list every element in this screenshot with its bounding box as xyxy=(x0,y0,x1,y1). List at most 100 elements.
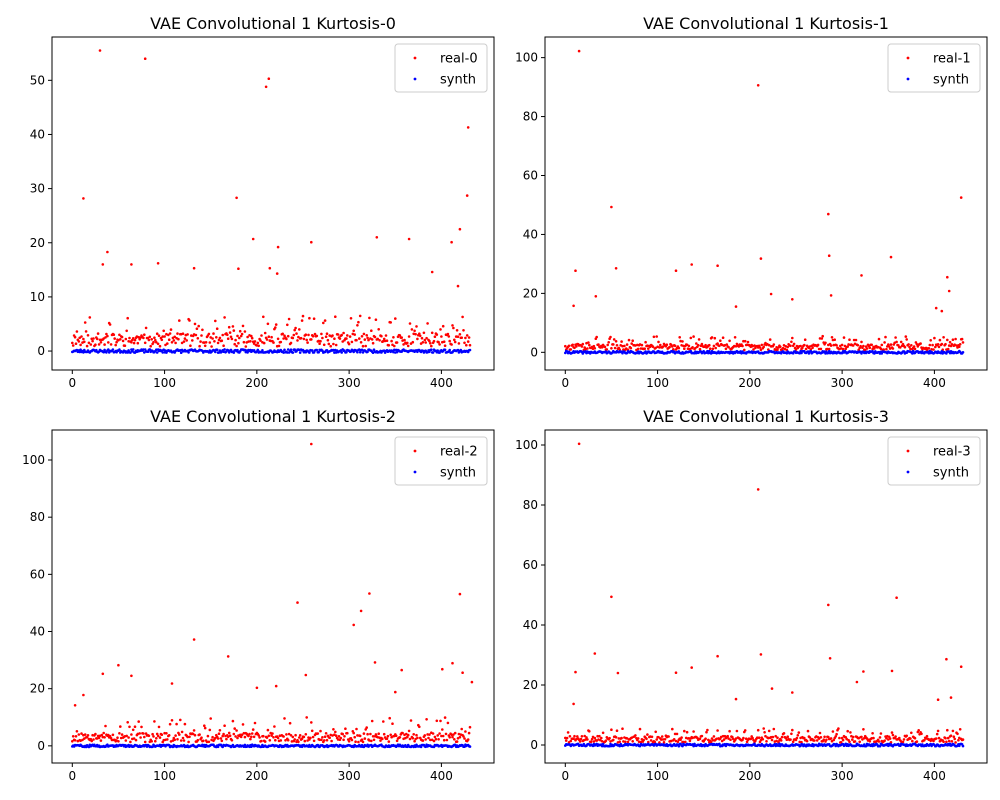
data-point xyxy=(217,732,221,735)
data-point xyxy=(92,738,95,741)
data-point xyxy=(120,335,124,339)
data-point xyxy=(603,345,607,349)
data-point xyxy=(370,338,374,341)
data-point xyxy=(432,739,436,743)
data-point xyxy=(270,335,273,339)
data-point xyxy=(229,348,233,352)
data-point xyxy=(626,740,630,744)
data-point xyxy=(464,336,467,340)
data-point xyxy=(272,341,275,344)
data-point xyxy=(459,348,463,352)
data-point xyxy=(323,735,327,738)
data-point xyxy=(468,745,472,748)
axes-frame xyxy=(51,36,495,371)
data-point xyxy=(341,732,345,736)
data-point xyxy=(643,347,646,351)
data-point xyxy=(727,345,730,349)
data-point xyxy=(259,339,262,342)
data-point xyxy=(461,315,464,319)
data-point xyxy=(904,335,908,338)
data-point xyxy=(435,333,439,336)
data-point xyxy=(372,348,376,352)
y-tick-label: 0 xyxy=(37,739,45,753)
legend: real-2 synth xyxy=(394,436,488,486)
data-point xyxy=(94,732,97,736)
data-point xyxy=(149,344,152,348)
data-point xyxy=(441,667,444,671)
data-point xyxy=(829,294,833,297)
data-point xyxy=(700,342,704,346)
data-point xyxy=(298,351,302,354)
data-point xyxy=(580,735,584,738)
data-point xyxy=(334,315,337,319)
data-point xyxy=(716,264,719,268)
data-point xyxy=(305,716,309,719)
data-point xyxy=(946,736,950,740)
data-point xyxy=(714,346,717,350)
data-point xyxy=(285,733,288,736)
data-point xyxy=(83,321,87,324)
data-point xyxy=(355,727,358,731)
data-point xyxy=(117,663,120,667)
data-point xyxy=(198,344,201,348)
data-point xyxy=(369,732,372,736)
data-point xyxy=(299,336,303,340)
data-point xyxy=(370,739,373,743)
data-point xyxy=(613,346,617,350)
data-point xyxy=(588,730,591,733)
data-point xyxy=(755,736,759,739)
data-point xyxy=(796,734,800,737)
data-point xyxy=(661,738,665,741)
data-point xyxy=(564,344,567,348)
data-point xyxy=(673,732,677,736)
data-point xyxy=(114,343,117,347)
data-point xyxy=(872,736,875,740)
data-point xyxy=(878,736,882,739)
data-point xyxy=(445,738,449,742)
data-point xyxy=(421,739,425,742)
data-point xyxy=(759,653,763,656)
data-point xyxy=(111,733,115,737)
data-point xyxy=(958,343,962,346)
data-point xyxy=(898,736,901,740)
data-point xyxy=(819,347,823,351)
data-point xyxy=(610,728,613,731)
data-point xyxy=(596,734,599,738)
chart-title: VAE Convolutional 1 Kurtosis-2 xyxy=(150,407,396,426)
legend-marker xyxy=(906,449,910,453)
data-point xyxy=(462,735,465,738)
data-point xyxy=(862,344,865,348)
data-point xyxy=(288,721,292,725)
data-point xyxy=(155,351,159,354)
data-point xyxy=(446,332,450,336)
data-point xyxy=(200,736,203,739)
data-point xyxy=(830,739,834,743)
data-point xyxy=(950,343,954,346)
data-point xyxy=(359,341,363,344)
data-point xyxy=(199,340,202,343)
data-point xyxy=(138,732,141,735)
data-point xyxy=(362,332,366,336)
data-point xyxy=(680,736,683,739)
y-tick-label: 20 xyxy=(523,678,538,692)
data-point xyxy=(927,347,931,350)
data-point xyxy=(87,341,91,345)
data-point xyxy=(936,343,940,346)
data-point xyxy=(92,337,95,340)
data-point xyxy=(578,740,582,743)
data-point xyxy=(170,719,174,722)
data-point xyxy=(307,333,310,337)
legend-marker xyxy=(413,77,417,81)
data-point xyxy=(706,728,709,732)
data-point xyxy=(645,737,648,741)
data-point xyxy=(294,733,297,737)
data-point xyxy=(71,344,75,347)
data-point xyxy=(282,735,285,738)
data-point xyxy=(934,306,938,310)
data-point xyxy=(353,735,357,739)
data-point xyxy=(235,196,238,200)
data-point xyxy=(581,342,585,346)
data-point xyxy=(131,348,135,351)
data-point xyxy=(586,738,589,741)
data-point xyxy=(308,351,311,354)
